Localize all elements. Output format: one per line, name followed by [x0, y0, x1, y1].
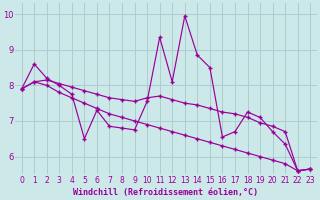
X-axis label: Windchill (Refroidissement éolien,°C): Windchill (Refroidissement éolien,°C) [74, 188, 259, 197]
